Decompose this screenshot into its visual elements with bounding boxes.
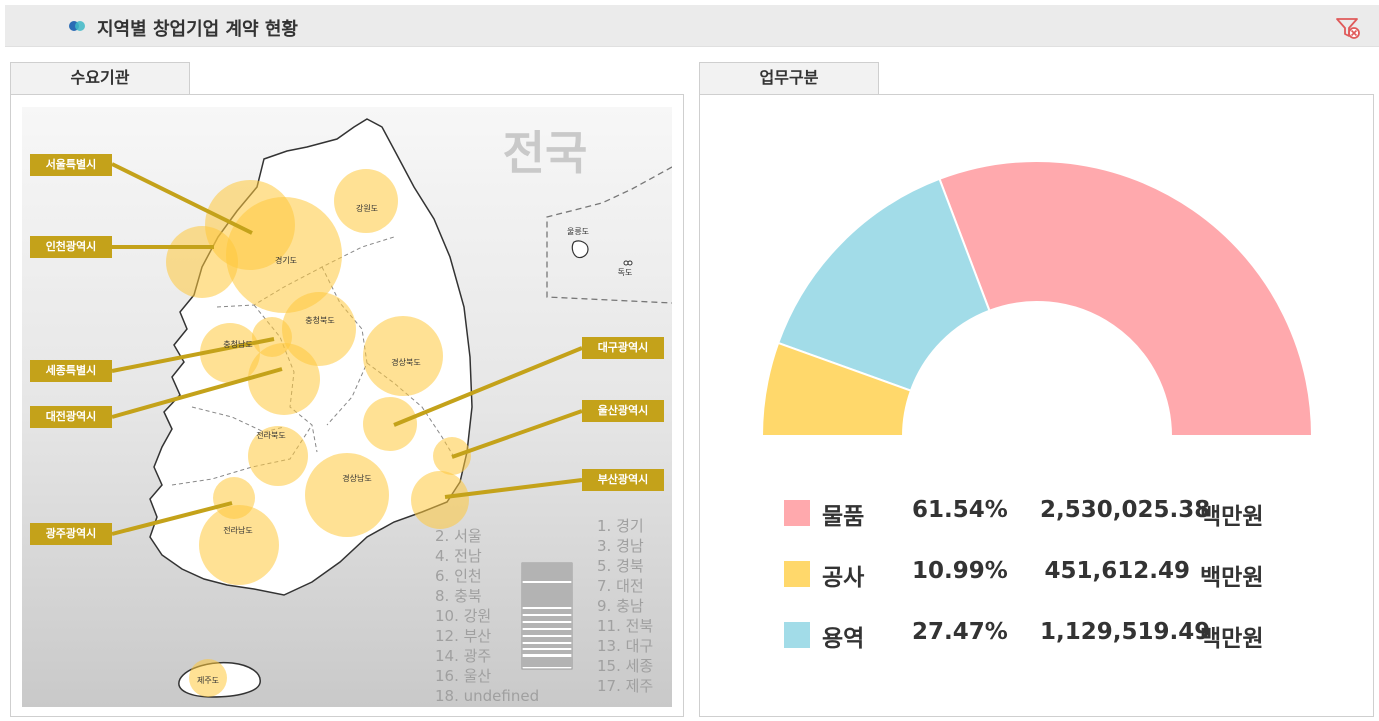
tab-demand-agency[interactable]: 수요기관 [10, 62, 190, 96]
rank-item: 14. 광주 [435, 647, 491, 665]
logo-icon [69, 21, 85, 31]
callout-sejong[interactable]: 세종특별시 [30, 360, 112, 382]
map-watermark: 전국 [503, 126, 588, 180]
callout-incheon[interactable]: 인천광역시 [30, 236, 112, 258]
callout-busan[interactable]: 부산광역시 [582, 469, 664, 491]
rank-item: 4. 전남 [435, 547, 482, 565]
province-label: 전라북도 [256, 430, 285, 440]
province-label: 제주도 [197, 676, 219, 685]
callout-seoul[interactable]: 서울특별시 [30, 154, 112, 176]
rank-item: 2. 서울 [435, 527, 482, 545]
rank-item: 17. 제주 [597, 677, 653, 695]
rank-item: 18. undefined [435, 687, 539, 705]
legend-amount: 2,530,025.38 [1040, 497, 1211, 523]
rank-bar [521, 562, 573, 670]
legend-unit: 백만원 [1200, 626, 1264, 652]
legend-unit: 백만원 [1200, 504, 1264, 530]
legend-unit: 백만원 [1200, 565, 1264, 591]
province-label: 충청남도 [223, 340, 252, 349]
rank-item: 10. 강원 [435, 607, 491, 625]
province-label: 경상북도 [391, 357, 420, 367]
rank-item: 8. 충북 [435, 587, 482, 605]
callout-daegu[interactable]: 대구광역시 [582, 337, 664, 359]
rank-item: 16. 울산 [435, 667, 491, 685]
legend-amount: 451,612.49 [1044, 558, 1190, 584]
donut-slice-2[interactable] [760, 341, 913, 437]
legend-category: 공사 [822, 565, 865, 591]
rank-item: 13. 대구 [597, 637, 653, 655]
province-label: 전라남도 [223, 525, 252, 535]
province-label: 경상남도 [342, 473, 371, 483]
legend-category: 용역 [822, 626, 865, 652]
callout-daejeon[interactable]: 대전광역시 [30, 406, 112, 428]
rank-item: 6. 인천 [435, 567, 482, 585]
rank-item: 12. 부산 [435, 627, 491, 645]
legend-percent: 61.54% [912, 497, 1008, 523]
tab-business-type[interactable]: 업무구분 [699, 62, 879, 96]
korea-map-svg: 전국 강원도 경기도 충청북도 충청남도 경상북도 전라북도 경상남도 전라남도… [111, 118, 672, 705]
rank-item: 11. 전북 [597, 617, 653, 635]
rank-item: 9. 충남 [597, 597, 644, 615]
province-label: 강원도 [356, 203, 378, 213]
page-header: 지역별 창업기업 계약 현황 [5, 5, 1379, 47]
korea-map[interactable]: 전국 강원도 경기도 충청북도 충청남도 경상북도 전라북도 경상남도 전라남도… [22, 107, 672, 707]
callout-gwangju[interactable]: 광주광역시 [30, 523, 112, 545]
callout-ulsan[interactable]: 울산광역시 [582, 400, 664, 422]
donut-slice-1[interactable] [938, 160, 1314, 437]
legend-percent: 27.47% [912, 619, 1008, 645]
rank-item: 7. 대전 [597, 577, 644, 595]
province-label: 독도 [618, 268, 633, 277]
legend-swatch [784, 561, 810, 587]
rank-item: 1. 경기 [597, 517, 644, 535]
rank-item: 3. 경남 [597, 537, 644, 555]
legend-percent: 10.99% [912, 558, 1008, 584]
legend-amount: 1,129,519.49 [1040, 619, 1211, 645]
rank-item: 15. 세종 [597, 657, 653, 675]
page-title: 지역별 창업기업 계약 현황 [97, 19, 298, 40]
donut-slice-3[interactable] [776, 177, 991, 392]
filter-reset-icon[interactable] [1335, 14, 1361, 40]
rank-item: 5. 경북 [597, 557, 644, 575]
province-label: 울릉도 [567, 227, 589, 236]
province-label: 경기도 [275, 255, 297, 265]
legend-swatch [784, 500, 810, 526]
half-donut-chart [760, 160, 1314, 437]
legend-category: 물품 [822, 504, 865, 530]
legend-swatch [784, 622, 810, 648]
province-label: 충청북도 [305, 316, 334, 325]
